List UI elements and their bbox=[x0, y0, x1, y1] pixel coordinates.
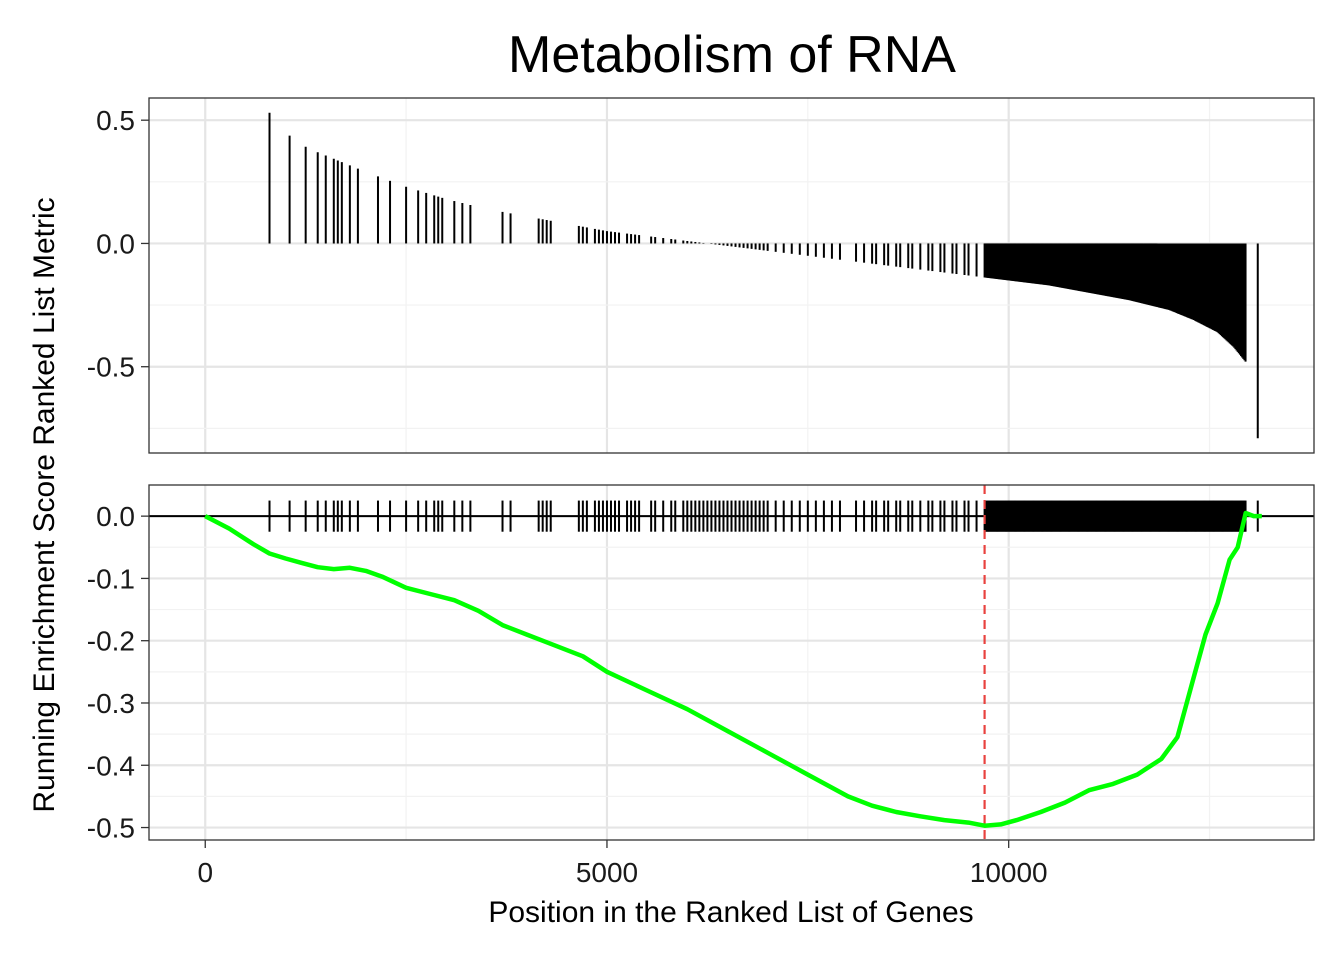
bottom-panel-border bbox=[148, 484, 1315, 841]
y-tick-label: 0.0 bbox=[96, 501, 135, 532]
x-tick-label: 5000 bbox=[576, 857, 638, 888]
y-tick-label: -0.2 bbox=[87, 626, 135, 657]
y-tick-label: -0.5 bbox=[87, 352, 135, 383]
chart-title: Metabolism of RNA bbox=[508, 26, 956, 84]
y-tick-label: 0.0 bbox=[96, 228, 135, 259]
y-tick-label: -0.4 bbox=[87, 750, 135, 781]
y-tick-label: -0.3 bbox=[87, 688, 135, 719]
x-tick-label: 0 bbox=[197, 857, 213, 888]
y-axis-label: Running Enrichment Score Ranked List Met… bbox=[28, 197, 61, 812]
top-panel-border bbox=[148, 97, 1315, 454]
ranked-metric-bars bbox=[268, 112, 1259, 439]
x-tick-label: 10000 bbox=[970, 857, 1048, 888]
running-enrichment-score-line bbox=[204, 510, 1262, 828]
y-tick-label: 0.5 bbox=[96, 105, 135, 136]
top-panel-grid bbox=[149, 98, 1314, 453]
top-panel-y-ticks: 0.5 0.0 -0.5 bbox=[87, 105, 149, 383]
x-axis-ticks: 0 5000 10000 bbox=[197, 840, 1048, 888]
y-tick-label: -0.5 bbox=[87, 813, 135, 844]
bottom-panel-background bbox=[149, 485, 1314, 840]
y-tick-label: -0.1 bbox=[87, 563, 135, 594]
x-axis-label: Position in the Ranked List of Genes bbox=[488, 896, 973, 929]
bottom-panel-y-ticks: 0.0 -0.1 -0.2 -0.3 -0.4 -0.5 bbox=[87, 501, 149, 844]
